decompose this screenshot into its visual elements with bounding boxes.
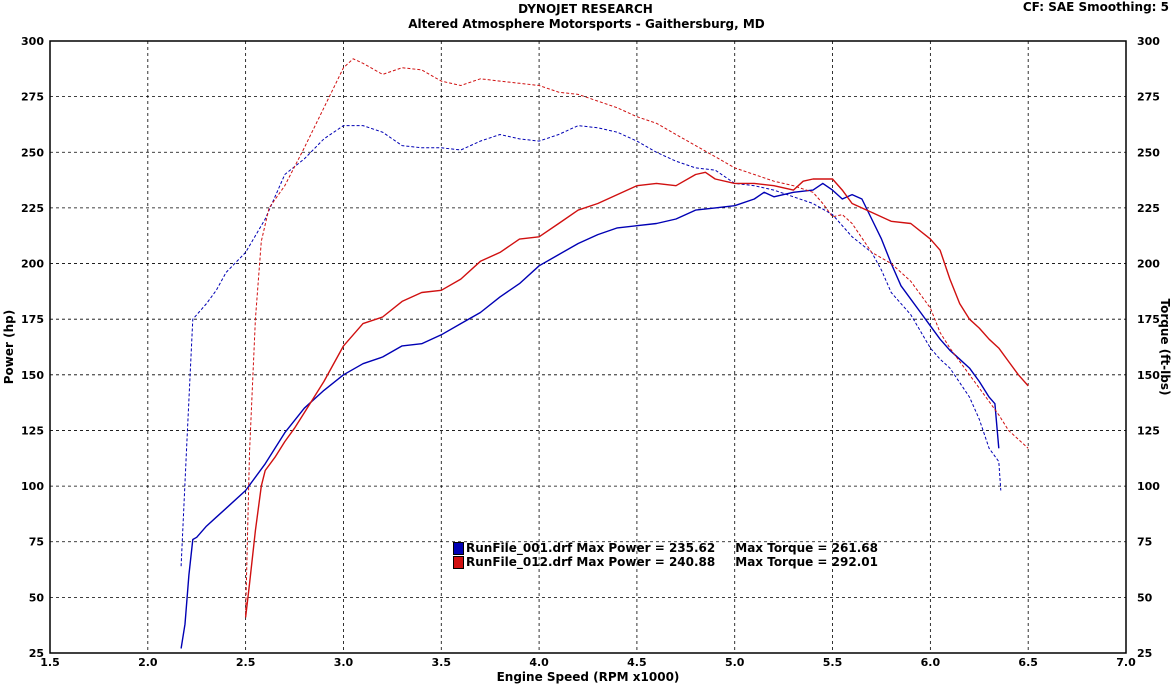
x-axis-label: Engine Speed (RPM x1000)	[497, 670, 680, 684]
y-tick-label: 25	[29, 647, 44, 660]
y2-tick-label: 100	[1137, 480, 1160, 493]
y2-tick-label: 175	[1137, 313, 1160, 326]
x-tick-label: 4.0	[529, 656, 549, 669]
y-tick-label: 75	[29, 536, 44, 549]
y2-tick-label: 50	[1137, 591, 1153, 604]
settings-readout: CF: SAE Smoothing: 5	[1022, 0, 1169, 14]
x-tick-label: 3.0	[334, 656, 354, 669]
series-line-1-power	[180, 182, 1000, 649]
series-line-2-torque	[180, 125, 1002, 567]
series-line-3-power	[244, 171, 1029, 618]
x-tick-label: 5.0	[725, 656, 745, 669]
y-tick-label: 50	[29, 591, 45, 604]
x-tick-label: 5.5	[823, 656, 843, 669]
y-tick-label: 175	[21, 313, 44, 326]
y2-tick-label: 200	[1137, 258, 1160, 271]
legend-torque-run1: Max Torque = 261.68	[735, 541, 878, 555]
y-tick-label: 125	[21, 424, 44, 437]
y-tick-label: 100	[21, 480, 44, 493]
legend-swatch-run2	[453, 555, 464, 569]
x-tick-label: 6.5	[1018, 656, 1038, 669]
y-tick-label: 300	[21, 35, 44, 48]
y2-tick-label: 125	[1137, 424, 1160, 437]
legend-entry-run1: RunFile_001.drf Max Power = 235.62 Max T…	[453, 541, 878, 555]
y2-tick-label: 250	[1137, 146, 1160, 159]
legend-torque-run2: Max Torque = 292.01	[735, 555, 878, 569]
y-tick-label: 250	[21, 146, 44, 159]
y2-tick-label: 25	[1137, 647, 1152, 660]
y-axis-label: Power (hp)	[2, 310, 16, 384]
y2-tick-label: 150	[1137, 369, 1160, 382]
y-tick-label: 225	[21, 202, 44, 215]
chart-title: DYNOJET RESEARCH	[518, 2, 653, 16]
y2-tick-label: 75	[1137, 536, 1152, 549]
x-tick-label: 2.0	[138, 656, 158, 669]
legend-label-run2: RunFile_012.drf Max Power = 240.88	[466, 555, 716, 569]
x-tick-label: 2.5	[236, 656, 256, 669]
y-tick-label: 275	[21, 91, 44, 104]
x-tick-label: 7.0	[1116, 656, 1136, 669]
y-tick-label: 200	[21, 258, 44, 271]
y-tick-label: 150	[21, 369, 44, 382]
y2-tick-label: 225	[1137, 202, 1160, 215]
y2-tick-label: 275	[1137, 91, 1160, 104]
legend-swatch-run1	[453, 541, 464, 555]
grid-lines	[50, 41, 1126, 653]
legend: RunFile_001.drf Max Power = 235.62 Max T…	[453, 541, 878, 569]
x-tick-label: 3.5	[432, 656, 452, 669]
legend-label-run1: RunFile_001.drf Max Power = 235.62	[466, 541, 716, 555]
series-line-4-torque	[245, 58, 1029, 616]
x-tick-label: 6.0	[921, 656, 941, 669]
chart-subtitle: Altered Atmosphere Motorsports - Gaither…	[408, 17, 765, 31]
axis-ticks: 1.5 2.0 2.5 3.0 3.5 4.0 4.5 5.0 5.5 6.0 6.5 7.025 25…	[21, 35, 1160, 669]
y2-axis-label: Torque (ft-lbs)	[1158, 299, 1172, 396]
legend-entry-run2: RunFile_012.drf Max Power = 240.88 Max T…	[453, 555, 878, 569]
series-group	[180, 58, 1029, 649]
x-tick-label: 4.5	[627, 656, 647, 669]
y2-tick-label: 300	[1137, 35, 1160, 48]
x-tick-label: 1.5	[40, 656, 60, 669]
